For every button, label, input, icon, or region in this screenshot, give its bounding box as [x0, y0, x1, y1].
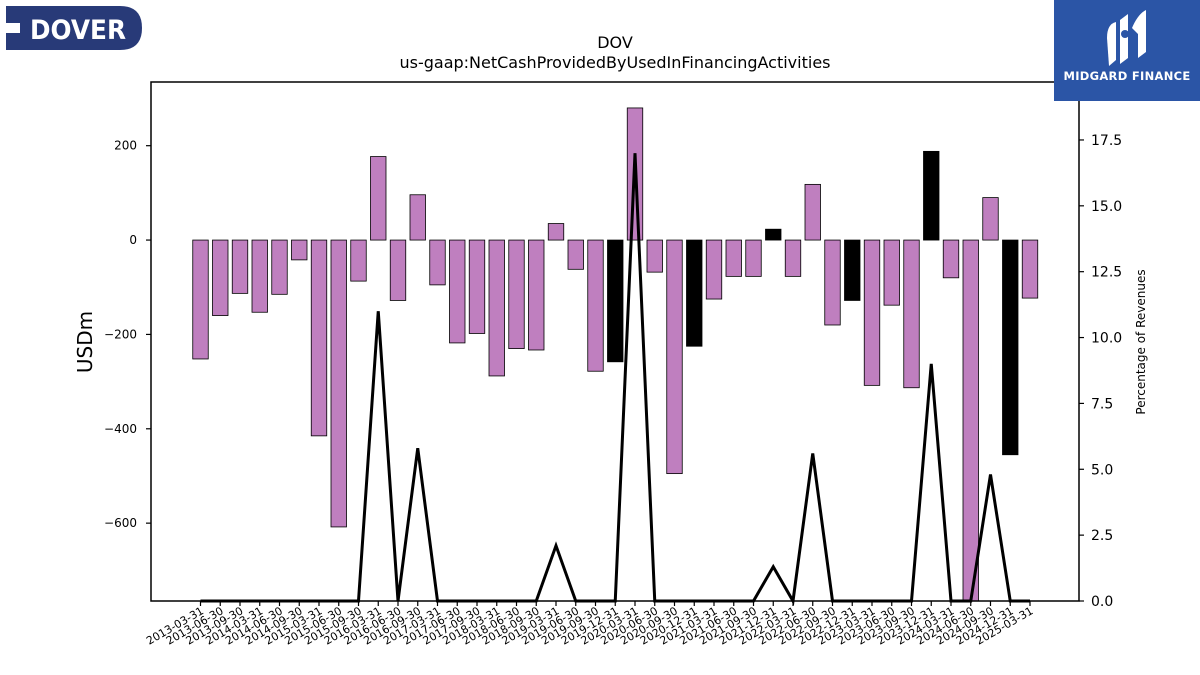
bar [1002, 239, 1019, 456]
y-tick-label: −200 [104, 327, 137, 341]
y-axis-label: USDm [73, 311, 97, 373]
x-axis: 2013-03-312013-06-302013-09-302014-03-31… [144, 601, 1036, 648]
bar [370, 156, 387, 241]
bar [508, 239, 525, 349]
bar [863, 239, 881, 386]
bar [607, 239, 624, 363]
bar [745, 239, 762, 277]
y2-axis-label: Percentage of Revenues [1134, 269, 1148, 414]
bar [350, 239, 367, 282]
bar [528, 239, 545, 351]
bar [291, 239, 308, 261]
midgard-finance-logo: MIDGARD FINANCE [1054, 0, 1200, 101]
y2-tick-label: 15.0 [1091, 199, 1122, 215]
y2-tick-label: 17.5 [1091, 133, 1122, 149]
bar [942, 239, 960, 279]
bar [409, 194, 426, 241]
midgard-logo-text: MIDGARD FINANCE [1063, 69, 1191, 83]
right-axis: 0.0 2.5 5.0 7.5 10.0 12.5 15.0 17.5 [1079, 133, 1122, 610]
bar [310, 239, 328, 437]
y2-tick-label: 2.5 [1091, 528, 1113, 544]
dover-logo-text: DOVER [30, 15, 126, 46]
y2-tick-label: 0.0 [1091, 594, 1113, 610]
y-tick-label: −400 [104, 422, 137, 436]
bar [725, 239, 742, 277]
bar-series [192, 107, 1039, 602]
bar [547, 223, 565, 241]
bar [567, 239, 584, 270]
y-tick-label: −600 [104, 516, 137, 530]
bar [666, 239, 683, 475]
bar [251, 239, 268, 313]
bar [923, 150, 940, 241]
bar [844, 239, 861, 301]
left-axis: 200 0 −200 −400 −600 [104, 139, 151, 530]
bar [765, 228, 782, 241]
y-tick-label: 200 [114, 139, 137, 153]
y2-tick-label: 12.5 [1091, 265, 1122, 281]
bar [429, 239, 446, 286]
midgard-mark-icon [1107, 10, 1146, 66]
bar [468, 239, 486, 334]
bar [982, 197, 999, 241]
dover-logo: DOVER [6, 6, 142, 50]
bar [903, 239, 920, 389]
bar [212, 239, 229, 316]
chart-subtitle: us-gaap:NetCashProvidedByUsedInFinancing… [399, 53, 830, 72]
y2-tick-label: 5.0 [1091, 462, 1113, 478]
bar [449, 239, 466, 344]
bar [389, 239, 407, 301]
y2-tick-label: 10.0 [1091, 331, 1122, 347]
bar [231, 239, 249, 294]
chart-title: DOV [597, 33, 633, 52]
y2-tick-label: 7.5 [1091, 396, 1113, 412]
bar [646, 239, 663, 273]
bar [271, 239, 288, 295]
bar [883, 239, 900, 306]
bar [962, 239, 979, 602]
bar [1021, 239, 1039, 299]
bar [330, 239, 347, 528]
bar [705, 239, 723, 300]
bar [824, 239, 841, 326]
bar [488, 239, 505, 377]
bar [686, 239, 703, 347]
bar [192, 239, 209, 360]
bar [784, 239, 802, 277]
bar [804, 183, 821, 241]
y-tick-label: 0 [129, 233, 137, 247]
bar [587, 239, 604, 372]
